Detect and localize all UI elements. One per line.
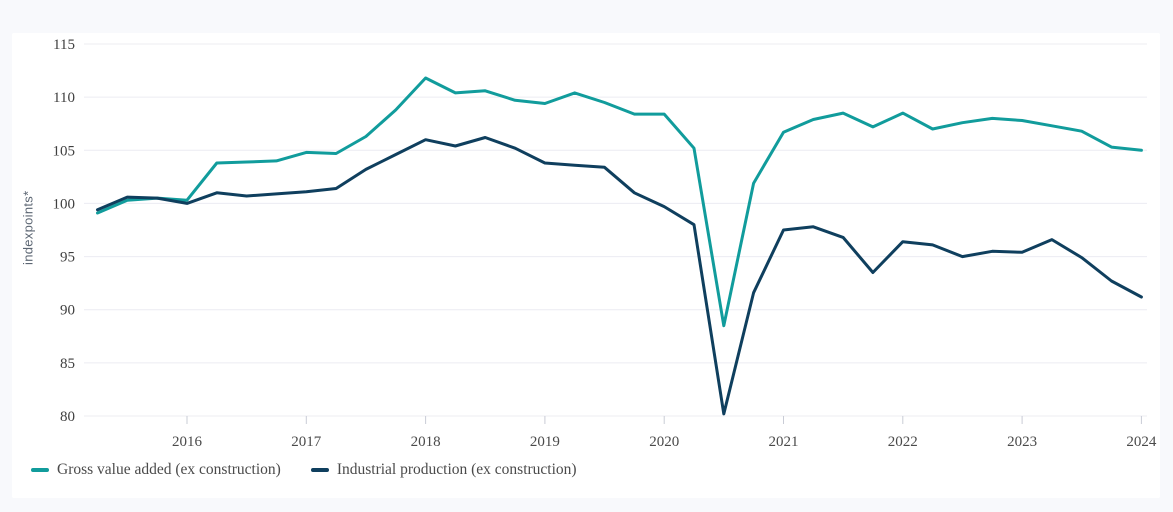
gva-line bbox=[96, 76, 1143, 328]
x-tick-label: 2021 bbox=[769, 434, 799, 450]
x-tick-label: 2019 bbox=[530, 434, 560, 450]
x-tick-label: 2022 bbox=[888, 434, 918, 450]
y-tick-label: 105 bbox=[53, 143, 76, 159]
x-tick-label: 2017 bbox=[291, 434, 322, 450]
y-axis-title: indexpoints* bbox=[20, 190, 36, 266]
chart-svg: 115 110 105 100 95 90 85 80 2016 2017 2018 2019 2020… bbox=[53, 37, 1157, 450]
legend-label: Gross value added (ex construction) bbox=[57, 461, 281, 478]
legend-item-gva[interactable]: Gross value added (ex construction) bbox=[31, 461, 281, 479]
legend-item-industrial-production[interactable]: Industrial production (ex construction) bbox=[310, 461, 577, 479]
legend-swatch bbox=[310, 468, 329, 472]
y-tick-label: 85 bbox=[60, 356, 75, 372]
x-tick-label: 2023 bbox=[1007, 434, 1037, 450]
x-tick-label: 2020 bbox=[649, 434, 679, 450]
y-tick-label: 115 bbox=[53, 37, 75, 53]
legend-label: Industrial production (ex construction) bbox=[336, 461, 577, 478]
industrial-production-line bbox=[96, 136, 1143, 416]
legend-swatch bbox=[31, 468, 49, 472]
x-tick-label: 2018 bbox=[411, 434, 441, 450]
y-tick-label: 90 bbox=[60, 303, 75, 319]
x-tick-label: 2024 bbox=[1126, 434, 1157, 450]
chart-panel: 115 110 105 100 95 90 85 80 2016 2017 2018 2019 2020… bbox=[12, 33, 1160, 498]
y-tick-label: 95 bbox=[60, 250, 75, 266]
y-tick-label: 80 bbox=[60, 409, 75, 425]
y-tick-label: 100 bbox=[53, 196, 76, 212]
y-tick-label: 110 bbox=[53, 90, 75, 106]
x-tick-label: 2016 bbox=[172, 434, 203, 450]
chart-legend: Gross value added (ex construction) Indus… bbox=[31, 461, 577, 479]
